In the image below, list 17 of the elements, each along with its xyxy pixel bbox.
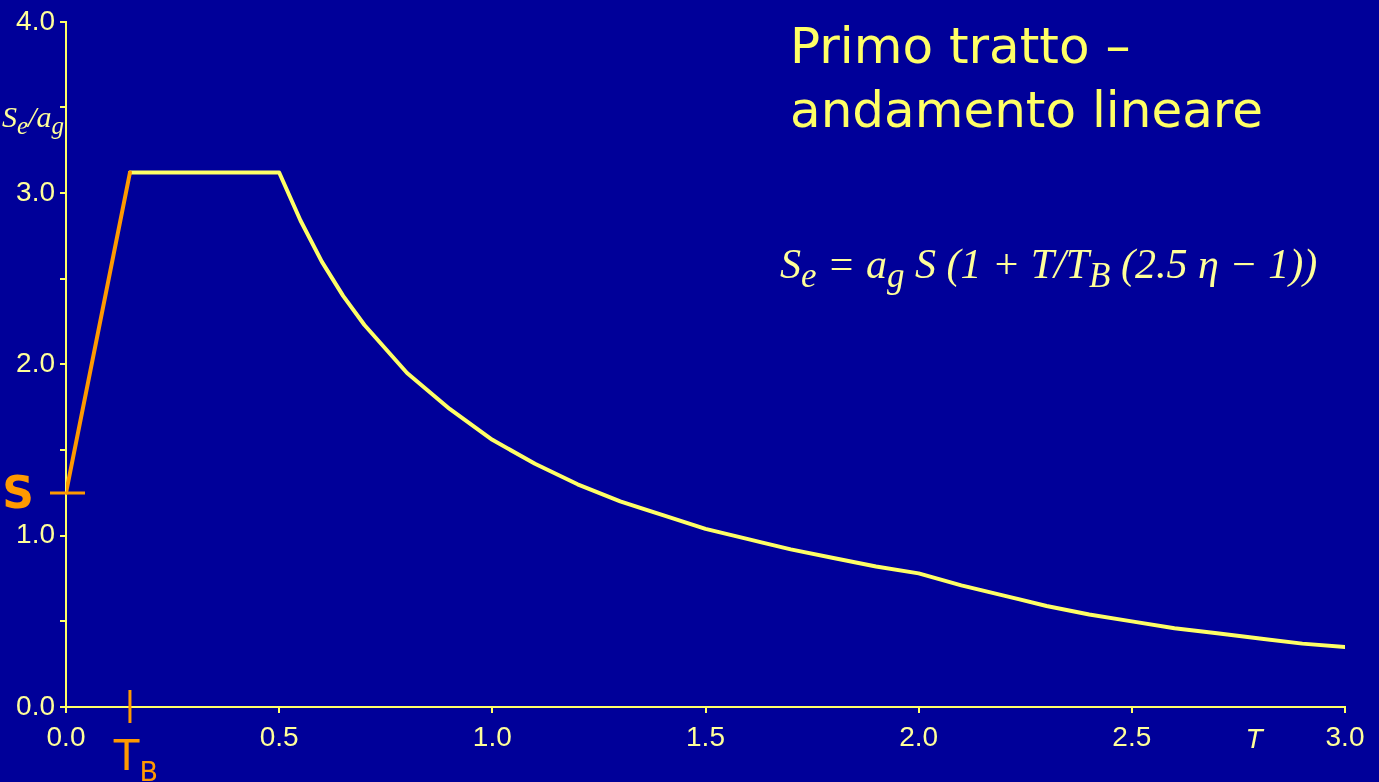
x-tick-label: 0.0: [46, 720, 86, 752]
y-tick-label: 0.0: [16, 689, 55, 721]
x-tick-label: 1.0: [472, 720, 512, 752]
y-tick-label: 3.0: [16, 175, 55, 207]
text: Primo tratto – andamento lineare: [790, 16, 1265, 141]
x-tick-label: 2.0: [899, 720, 939, 752]
x-tick-label: 1.5: [686, 720, 725, 752]
y-tick-label: 2.0: [16, 347, 55, 379]
x-tick-label: 3.0: [1325, 720, 1365, 752]
y-tick-label: 4.0: [16, 4, 55, 36]
annotation: S$_{e}$ = a$_{g}$ S (1 + T/T$_{B}$ (2.5 η − 1)): [780, 240, 1318, 297]
x-tick-label: 0.5: [259, 720, 299, 752]
x-axis-title: T: [1245, 722, 1265, 754]
ref-line-label: S: [2, 467, 35, 519]
y-tick-label: 1.0: [16, 518, 55, 550]
y-axis-title: S$_{e}$/a$_{g}$: [2, 100, 64, 140]
x-tick-label: 2.5: [1112, 720, 1152, 752]
